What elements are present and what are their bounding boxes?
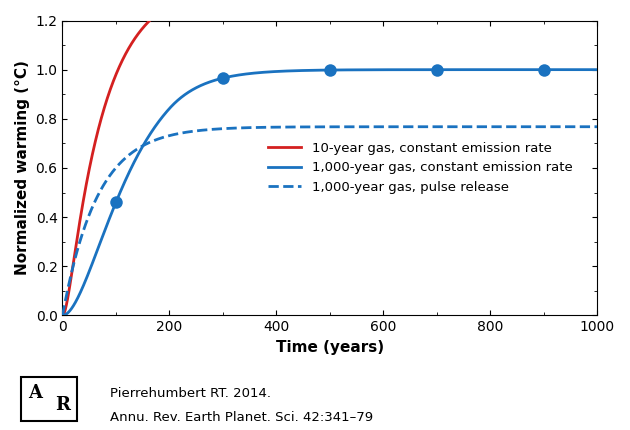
10-year gas, constant emission rate [593,0,601,5]
10-year gas, constant emission rate [263,0,271,5]
1,000-year gas, constant emission rate [156,118,163,123]
Legend: 10-year gas, constant emission rate, 1,000-year gas, constant emission rate, 1,0: 10-year gas, constant emission rate, 1,0… [263,137,578,200]
1,000-year gas, pulse release [406,124,414,129]
1,000-year gas, pulse release [498,124,506,129]
1,000-year gas, constant emission rate [458,67,466,72]
1,000-year gas, pulse release [458,124,466,129]
10-year gas, constant emission rate [498,0,506,5]
X-axis label: Time (years): Time (years) [276,340,384,355]
1,000-year gas, pulse release [263,125,271,130]
1,000-year gas, pulse release [59,313,66,318]
1,000-year gas, constant emission rate [379,67,387,72]
1,000-year gas, pulse release [156,136,163,141]
1,000-year gas, pulse release [379,124,387,129]
1,000-year gas, pulse release [593,124,601,129]
10-year gas, constant emission rate [407,0,415,5]
1,000-year gas, constant emission rate [263,70,271,75]
Text: A: A [28,384,42,402]
Line: 1,000-year gas, constant emission rate: 1,000-year gas, constant emission rate [62,70,597,315]
10-year gas, constant emission rate [156,9,163,15]
10-year gas, constant emission rate [458,0,466,5]
10-year gas, constant emission rate [360,0,367,5]
Text: R: R [55,396,71,414]
10-year gas, constant emission rate [380,0,387,5]
Text: Annu. Rev. Earth Planet. Sci. 42:341–79: Annu. Rev. Earth Planet. Sci. 42:341–79 [110,411,374,424]
1,000-year gas, constant emission rate [498,67,506,72]
1,000-year gas, constant emission rate [406,67,414,72]
10-year gas, constant emission rate [59,313,66,318]
1,000-year gas, constant emission rate [593,67,601,72]
Line: 1,000-year gas, pulse release: 1,000-year gas, pulse release [62,127,597,315]
Line: 10-year gas, constant emission rate: 10-year gas, constant emission rate [62,3,597,315]
Y-axis label: Normalized warming (°C): Normalized warming (°C) [15,61,30,275]
1,000-year gas, constant emission rate [59,313,66,318]
Text: Pierrehumbert RT. 2014.: Pierrehumbert RT. 2014. [110,387,272,400]
